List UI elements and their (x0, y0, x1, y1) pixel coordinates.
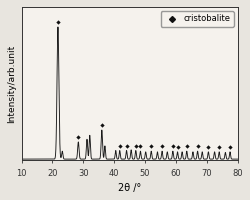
Y-axis label: Intensity/arb.unit: Intensity/arb.unit (7, 44, 16, 123)
X-axis label: 2θ /°: 2θ /° (118, 183, 141, 193)
Legend: cristobalite: cristobalite (161, 11, 234, 27)
